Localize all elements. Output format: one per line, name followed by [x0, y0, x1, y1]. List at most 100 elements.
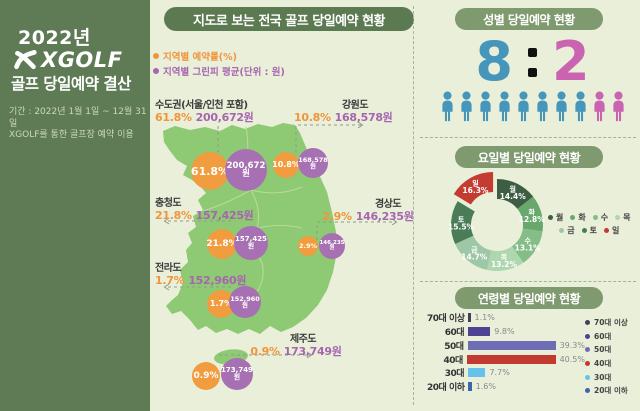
person-icon [517, 91, 529, 122]
legend-dot-icon [581, 228, 587, 233]
rate-bubble-gangwon: 10.8% [272, 152, 300, 178]
weekday-legend-item-화: 화 [570, 212, 586, 223]
korea-map [163, 121, 398, 365]
region-fee: 168,578원 [334, 111, 393, 124]
age-category-label: 60대 [444, 328, 465, 339]
person-icon [498, 91, 510, 122]
person-icon [460, 91, 472, 122]
map-legend: 지역별 예약률(%) 지역별 그린피 평균(단위 : 원) [153, 48, 285, 78]
legend-dot-icon [585, 361, 590, 367]
period-line2: XGOLF를 통한 골프장 예약 이용 [9, 130, 134, 140]
region-rate: 1.7% [155, 274, 185, 287]
year-label: 2022년 [18, 27, 91, 49]
age-value-label: 40.5% [559, 354, 585, 364]
person-icon [593, 91, 605, 122]
region-name-chungcheong: 충청도 [155, 198, 182, 209]
donut-slice-금 [455, 235, 492, 270]
fee-bubble-gangwon: 168,578원 [298, 148, 328, 178]
age-legend-item-30대: 30대 [585, 370, 628, 384]
age-legend-item-20대 이하: 20대 이하 [585, 384, 628, 398]
gender-section-title: 성별 당일예약 현황 [455, 8, 603, 30]
legend-label: 일 [611, 226, 620, 235]
legend-dot-icon [585, 374, 590, 380]
age-row-50대: 50대 39.3% [427, 340, 585, 352]
legend-label: 월 [556, 213, 564, 222]
legend-dot-icon [585, 333, 590, 339]
age-bar [468, 368, 486, 378]
region-fee: 152,960원 [188, 274, 247, 287]
age-value-label: 1.6% [475, 382, 496, 392]
rate-bubble-chungcheong: 21.8% [206, 229, 238, 259]
legend-dot-icon [603, 228, 609, 233]
age-legend-item-60대: 60대 [585, 330, 628, 344]
age-row-40대: 40대 40.5% [427, 354, 585, 366]
weekday-legend-item-금: 금 [559, 225, 575, 236]
weekday-legend-item-목: 목 [615, 212, 631, 223]
legend-rate-label: 지역별 예약률(%) [163, 51, 237, 63]
legend-dot-icon [570, 215, 576, 220]
weekday-legend-item-수: 수 [592, 212, 609, 223]
legend-label: 70대 이상 [594, 318, 628, 328]
gender-ratio: 8 2 [425, 33, 640, 91]
person-icon [612, 91, 624, 122]
period-line1: 기간 : 2022년 1월 1일 ~ 12월 31일 [9, 107, 147, 129]
weekday-legend-item-월: 월 [548, 212, 563, 223]
fee-bubble-gyeongsang: 146,235원 [319, 233, 345, 259]
age-row-60대: 60대 9.8% [427, 327, 585, 339]
age-category-label: 50대 [444, 341, 464, 352]
poster-title: 골프 당일예약 결산 [11, 75, 131, 93]
legend-dot-icon [592, 215, 598, 220]
person-icon [536, 91, 548, 122]
male-ratio-value: 8 [475, 30, 513, 93]
region-values-gangwon: 10.8% 168,578원 [294, 109, 393, 125]
rate-bubble-gyeongsang: 2.9% [298, 236, 318, 256]
legend-dot-icon [559, 228, 565, 233]
age-row-30대: 30대 7.7% [427, 368, 585, 379]
donut-slice-월 [497, 179, 534, 209]
legend-dot-icon [615, 215, 621, 220]
legend-dot-icon [585, 347, 590, 353]
legend-label: 목 [623, 213, 631, 222]
legend-dot-icon [585, 320, 590, 326]
person-icon [574, 91, 586, 122]
person-icon [441, 91, 453, 122]
donut-slice-화 [517, 196, 543, 232]
age-bar [468, 313, 471, 323]
region-name-gangwon: 강원도 [341, 100, 369, 111]
fee-bubble-jeju: 173,749원 [221, 358, 253, 390]
region-fee: 146,235원 [355, 210, 414, 223]
region-values-gyeongsang: 2.9% 146,235원 [318, 208, 418, 224]
person-icon [555, 91, 567, 122]
region-fee: 173,749원 [283, 345, 342, 358]
age-category-label: 70대 이상 [427, 314, 465, 325]
brand-logo: XGOLF [13, 48, 123, 72]
region-values-jeolla: 1.7% 152,960원 [155, 272, 246, 288]
fee-dot-icon [153, 67, 159, 74]
age-row-20대 이하: 20대 이하 1.6% [427, 382, 585, 393]
person-icon [479, 91, 491, 122]
age-legend-item-70대 이상: 70대 이상 [585, 316, 628, 330]
weekday-section-title: 요일별 당일예약 현황 [455, 146, 603, 168]
region-fee: 200,672원 [195, 111, 254, 124]
legend-label: 60대 [594, 331, 612, 341]
region-fee: 157,425원 [195, 209, 254, 222]
fee-bubble-chungcheong: 157,425원 [234, 226, 268, 260]
age-bar [466, 354, 556, 364]
legend-label: 금 [567, 226, 575, 235]
legend-label: 20대 이하 [594, 386, 628, 396]
fee-bubble-sudogwon: 200,672원 [225, 149, 267, 191]
age-value-label: 1.1% [474, 313, 495, 323]
sidebar: 2022년 XGOLF 골프 당일예약 결산 기간 : 2022년 1월 1일 … [0, 0, 150, 411]
age-category-label: 40대 [443, 355, 463, 366]
region-values-sudogwon: 61.8% 200,672원 [155, 109, 254, 125]
legend-label: 수 [600, 213, 609, 222]
region-name-sudogwon: 수도권(서울/인천 포함) [155, 100, 248, 111]
legend-label: 50대 [594, 345, 612, 355]
connector-lines [163, 121, 398, 359]
age-bar [468, 327, 491, 337]
column-divider [413, 6, 414, 405]
age-row-70대 이상: 70대 이상 1.1% [427, 313, 585, 325]
